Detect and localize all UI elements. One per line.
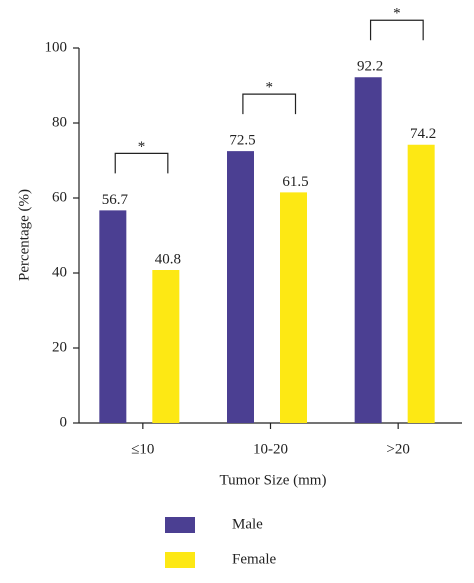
significance-bracket [114, 152, 169, 174]
legend-label: Female [232, 551, 276, 567]
significance-bracket [369, 19, 424, 41]
significance-label: * [265, 80, 273, 96]
bar [354, 77, 382, 423]
y-tick-label: 100 [45, 39, 68, 55]
significance-label: * [138, 139, 146, 155]
legend-swatch [165, 517, 195, 533]
y-tick-label: 60 [52, 189, 67, 205]
x-axis-label: Tumor Size (mm) [220, 472, 327, 488]
bar [280, 192, 307, 423]
x-tick-label: >20 [386, 441, 409, 457]
bar [152, 270, 180, 423]
value-label: 56.7 [102, 192, 129, 208]
y-axis-label: Percentage (%) [16, 189, 32, 281]
bar [407, 144, 435, 423]
y-tick-label: 20 [52, 339, 67, 355]
bar [99, 210, 127, 423]
significance-label: * [393, 6, 401, 22]
x-tick-label: ≤10 [131, 441, 154, 457]
value-label: 72.5 [229, 133, 255, 149]
legend-swatch [165, 552, 195, 568]
value-label: 92.2 [357, 59, 383, 75]
significance-bracket [242, 93, 297, 115]
value-label: 74.2 [410, 126, 436, 142]
x-tick-label: 10-20 [253, 441, 288, 457]
y-tick-label: 80 [52, 114, 67, 130]
y-tick-label: 0 [60, 414, 68, 430]
value-label: 61.5 [282, 174, 308, 190]
bar [227, 151, 254, 423]
legend-label: Male [232, 516, 263, 532]
value-label: 40.8 [155, 251, 181, 267]
y-tick-label: 40 [52, 264, 67, 280]
